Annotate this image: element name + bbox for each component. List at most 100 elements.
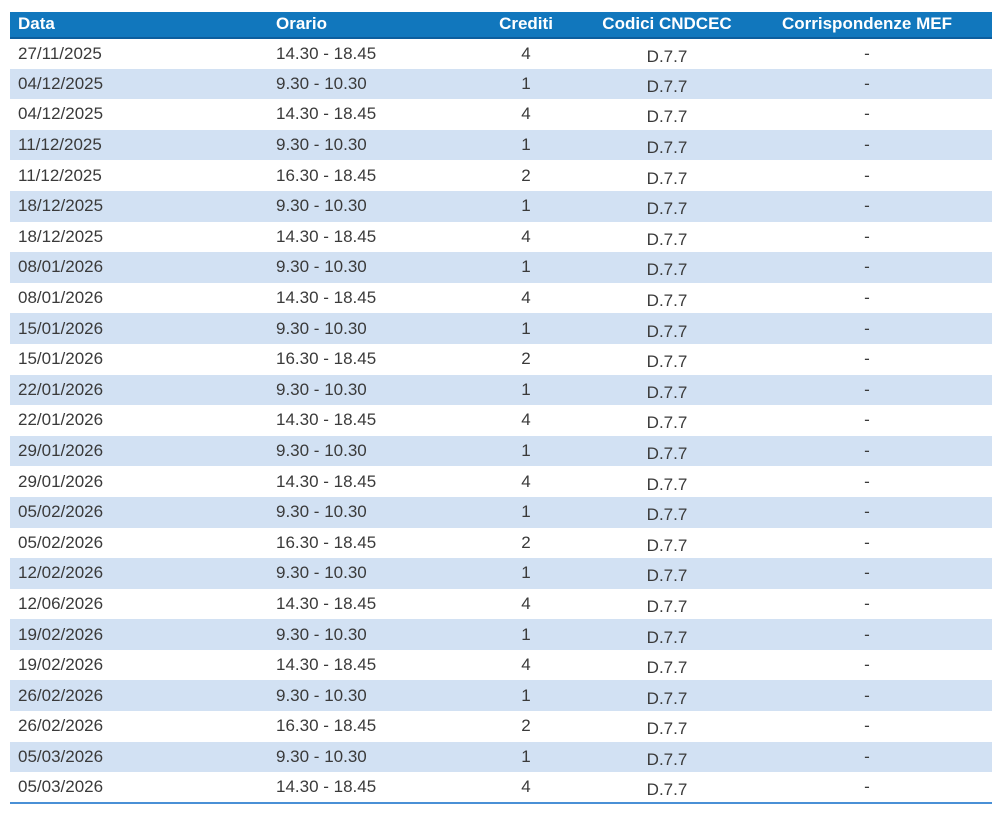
- cell-data: 18/12/2025: [18, 226, 104, 246]
- cell-codici: D.7.7: [592, 313, 742, 344]
- cell-codici: D.7.7: [646, 46, 688, 66]
- cell-orario: 9.30 - 10.30: [268, 680, 460, 712]
- cell-codici: D.7.7: [592, 374, 742, 406]
- cell-data: 19/02/2026: [10, 619, 268, 650]
- cell-crediti: 2: [521, 349, 531, 369]
- cell-orario: 9.30 - 10.30: [268, 190, 460, 222]
- cell-mef: -: [864, 655, 870, 675]
- schedule-table: Data Orario Crediti Codici CNDCEC Corris…: [10, 12, 992, 804]
- cell-codici: D.7.7: [592, 496, 742, 528]
- cell-mef: -: [742, 619, 992, 650]
- cell-orario: 14.30 - 18.45: [276, 593, 377, 613]
- cell-mef: -: [742, 435, 992, 467]
- cell-mef: -: [864, 716, 870, 736]
- table-row: 11/12/2025 9.30 - 10.30 1 D.7.7-: [10, 129, 992, 161]
- cell-data: 08/01/2026: [10, 252, 268, 283]
- cell-data: 15/01/2026: [18, 349, 104, 369]
- cell-crediti: 4: [521, 288, 531, 308]
- cell-crediti: 1: [460, 190, 592, 222]
- table-row: 05/03/2026 14.30 - 18.45 4 D.7.7-: [10, 772, 992, 804]
- header-row: Data Orario Crediti Codici CNDCEC Corris…: [10, 12, 992, 39]
- table-row: 08/01/2026 14.30 - 18.45 4 D.7.7 -: [10, 283, 992, 314]
- cell-orario: 14.30 - 18.45: [276, 471, 377, 491]
- cell-mef: -: [742, 374, 992, 406]
- table-row: 22/01/2026 9.30 - 10.30 1 D.7.7-: [10, 374, 992, 406]
- cell-orario: 16.30 - 18.45: [276, 349, 377, 369]
- cell-orario: 9.30 - 10.30: [268, 252, 460, 283]
- cell-crediti: 1: [460, 129, 592, 161]
- cell-crediti: 4: [521, 104, 531, 124]
- cell-orario: 14.30 - 18.45: [276, 43, 377, 63]
- table-row: 26/02/2026 16.30 - 18.45 2 D.7.7 -: [10, 711, 992, 742]
- cell-crediti: 1: [460, 68, 592, 100]
- cell-codici: D.7.7: [646, 596, 688, 616]
- cell-crediti: 1: [460, 496, 592, 528]
- cell-mef: -: [864, 410, 870, 430]
- table-row: 08/01/2026 9.30 - 10.30 1 D.7.7-: [10, 252, 992, 283]
- cell-orario: 16.30 - 18.45: [276, 165, 377, 185]
- table-row: 19/02/2026 14.30 - 18.45 4 D.7.7 -: [10, 650, 992, 681]
- cell-data: 05/03/2026: [10, 772, 268, 804]
- cell-data: 08/01/2026: [18, 288, 104, 308]
- cell-codici: D.7.7: [646, 658, 688, 678]
- cell-codici: D.7.7: [646, 168, 688, 188]
- cell-data: 18/12/2025: [10, 190, 268, 222]
- cell-data: 11/12/2025: [10, 129, 268, 161]
- cell-crediti: 1: [460, 558, 592, 589]
- cell-mef: -: [742, 190, 992, 222]
- cell-mef: -: [742, 680, 992, 712]
- cell-orario: 9.30 - 10.30: [268, 496, 460, 528]
- cell-data: 26/02/2026: [18, 716, 104, 736]
- cell-crediti: 4: [521, 226, 531, 246]
- cell-mef: -: [742, 129, 992, 161]
- cell-crediti: 4: [460, 772, 592, 804]
- cell-orario: 9.30 - 10.30: [268, 558, 460, 589]
- table-row: 04/12/2025 9.30 - 10.30 1 D.7.7-: [10, 68, 992, 100]
- table-row: 19/02/2026 9.30 - 10.30 1 D.7.7-: [10, 619, 992, 650]
- table-row: 26/02/2026 9.30 - 10.30 1 D.7.7-: [10, 680, 992, 712]
- cell-mef: -: [864, 532, 870, 552]
- cell-codici: D.7.7: [592, 190, 742, 222]
- cell-codici: D.7.7: [592, 741, 742, 773]
- cell-mef: -: [742, 741, 992, 773]
- cell-data: 05/02/2026: [18, 532, 104, 552]
- table-row: 18/12/2025 9.30 - 10.30 1 D.7.7-: [10, 190, 992, 222]
- cell-mef: -: [742, 496, 992, 528]
- cell-crediti: 4: [521, 593, 531, 613]
- cell-orario: 9.30 - 10.30: [268, 435, 460, 467]
- table-row: 18/12/2025 14.30 - 18.45 4 D.7.7 -: [10, 222, 992, 253]
- cell-crediti: 4: [521, 43, 531, 63]
- cell-mef: -: [864, 165, 870, 185]
- cell-crediti: 2: [521, 716, 531, 736]
- cell-codici: D.7.7: [646, 474, 688, 494]
- cell-data: 04/12/2025: [18, 104, 104, 124]
- table-row: 22/01/2026 14.30 - 18.45 4 D.7.7 -: [10, 405, 992, 436]
- cell-crediti: 1: [460, 619, 592, 650]
- cell-orario: 14.30 - 18.45: [276, 104, 377, 124]
- cell-crediti: 1: [460, 313, 592, 344]
- table-row: 04/12/2025 14.30 - 18.45 4 D.7.7 -: [10, 99, 992, 130]
- cell-mef: -: [742, 252, 992, 283]
- cell-mef: -: [864, 43, 870, 63]
- cell-crediti: 1: [460, 741, 592, 773]
- cell-codici: D.7.7: [646, 291, 688, 311]
- cell-codici: D.7.7: [592, 252, 742, 283]
- column-header-corrispondenze-mef: Corrispondenze MEF: [742, 12, 992, 39]
- cell-mef: -: [742, 68, 992, 100]
- cell-mef: -: [742, 313, 992, 344]
- cell-orario: 16.30 - 18.45: [276, 532, 377, 552]
- table-row: 12/06/2026 14.30 - 18.45 4 D.7.7 -: [10, 589, 992, 620]
- cell-orario: 9.30 - 10.30: [268, 68, 460, 100]
- table-row: 12/02/2026 9.30 - 10.30 1 D.7.7-: [10, 558, 992, 589]
- cell-codici: D.7.7: [646, 229, 688, 249]
- cell-codici: D.7.7: [646, 413, 688, 433]
- cell-orario: 14.30 - 18.45: [276, 226, 377, 246]
- cell-data: 04/12/2025: [10, 68, 268, 100]
- cell-orario: 14.30 - 18.45: [268, 772, 460, 804]
- cell-codici: D.7.7: [592, 680, 742, 712]
- cell-crediti: 1: [460, 435, 592, 467]
- cell-mef: -: [864, 288, 870, 308]
- cell-codici: D.7.7: [592, 558, 742, 589]
- table-body: 27/11/2025 14.30 - 18.45 4 D.7.7-04/12/2025…: [10, 38, 992, 804]
